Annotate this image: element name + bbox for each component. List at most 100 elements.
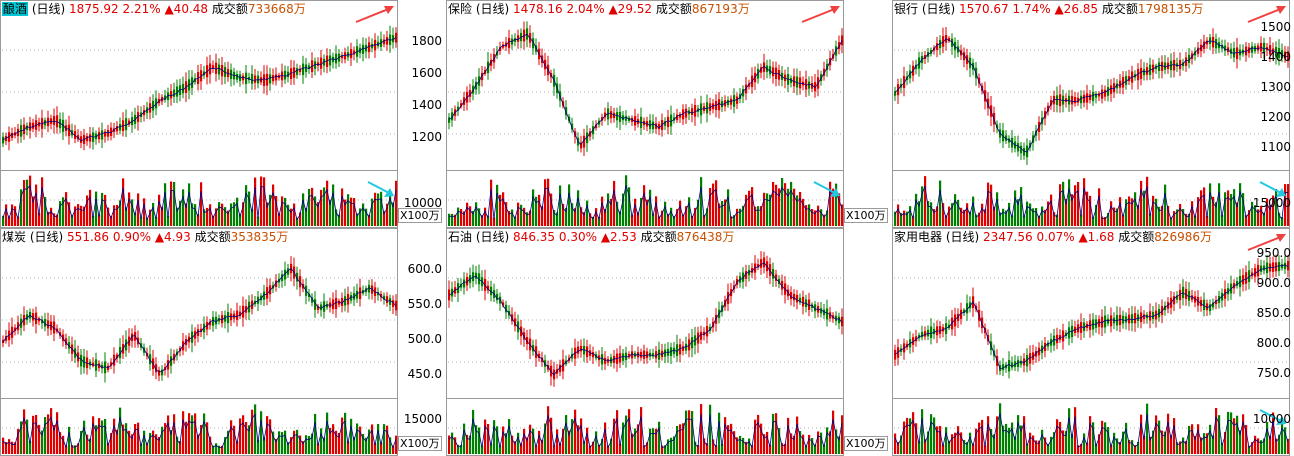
volume-bar bbox=[227, 430, 230, 454]
candle-body bbox=[1158, 62, 1161, 72]
volume-bar bbox=[284, 430, 287, 454]
volume-bar bbox=[140, 444, 143, 454]
volume-bar bbox=[652, 428, 655, 454]
volume-bar bbox=[1029, 203, 1032, 226]
volume-bar bbox=[1005, 210, 1008, 226]
volume-bar bbox=[179, 441, 182, 454]
candle-body bbox=[155, 98, 158, 109]
volume-bar bbox=[1074, 407, 1077, 454]
volume-bar bbox=[616, 410, 619, 454]
candle-body bbox=[1053, 335, 1056, 346]
volume-bar bbox=[314, 196, 317, 226]
price-axis-label: 550.0 bbox=[407, 297, 442, 311]
chart-panel-yinhang[interactable]: 银行 (日线) 1570.67 1.74% ▲26.85 成交额1798135万 bbox=[892, 0, 1294, 228]
volume-bar bbox=[921, 186, 924, 226]
candle-body bbox=[673, 347, 676, 354]
volume-bar bbox=[59, 201, 62, 226]
volume-bar bbox=[1077, 182, 1080, 226]
volume-bar bbox=[254, 404, 257, 454]
candle-body bbox=[1146, 67, 1149, 75]
volume-bar bbox=[17, 216, 20, 226]
candle-body bbox=[939, 326, 942, 334]
candle-body bbox=[661, 350, 664, 357]
volume-bar bbox=[1128, 440, 1131, 454]
volume-bar bbox=[287, 204, 290, 226]
volume-bar bbox=[29, 175, 32, 226]
candle-body bbox=[1008, 360, 1011, 372]
candle-body bbox=[1062, 330, 1065, 342]
volume-bar bbox=[32, 196, 35, 226]
candle-body bbox=[380, 293, 383, 298]
volume-bar bbox=[978, 212, 981, 226]
volume-bar bbox=[649, 189, 652, 226]
chart-panel-shiyou[interactable]: 石油 (日线) 846.35 0.30% ▲2.53 成交额876438万 bbox=[446, 228, 844, 456]
volume-bar bbox=[637, 212, 640, 226]
volume-bar bbox=[17, 428, 20, 454]
sector-name[interactable]: 家用电器 bbox=[894, 230, 943, 244]
volume-bar bbox=[62, 435, 65, 454]
candle-body bbox=[808, 81, 811, 89]
candle-body bbox=[924, 331, 927, 337]
volume-bar bbox=[700, 177, 703, 226]
volume-bar bbox=[487, 424, 490, 454]
volume-bar bbox=[1212, 196, 1215, 226]
candle-body bbox=[637, 352, 640, 358]
candle-body bbox=[1098, 93, 1101, 97]
volume-bar bbox=[1242, 193, 1245, 226]
volume-bar bbox=[1020, 187, 1023, 226]
volume-bar bbox=[350, 197, 353, 226]
volume-bar bbox=[730, 423, 733, 454]
sector-name[interactable]: 银行 bbox=[894, 2, 919, 16]
volume-bar bbox=[1137, 441, 1140, 454]
candle-body bbox=[326, 304, 329, 308]
candle-body bbox=[1179, 289, 1182, 301]
candle-body bbox=[679, 114, 682, 118]
candle-body bbox=[592, 352, 595, 358]
candle-body bbox=[957, 313, 960, 321]
volume-bar bbox=[981, 203, 984, 226]
volume-bar bbox=[1017, 199, 1020, 226]
volume-bar bbox=[257, 216, 260, 226]
volume-bar bbox=[1110, 444, 1113, 454]
volume-bar bbox=[83, 206, 86, 226]
volume-value: 1798135万 bbox=[1137, 2, 1204, 16]
candle-body bbox=[326, 55, 329, 68]
pct-change: 0.30% bbox=[558, 230, 597, 244]
volume-bar bbox=[1164, 431, 1167, 454]
volume-bar bbox=[802, 434, 805, 454]
volume-bar bbox=[808, 204, 811, 226]
volume-bar bbox=[338, 432, 341, 454]
volume-bar bbox=[712, 183, 715, 226]
volume-bar bbox=[233, 202, 236, 226]
volume-bar bbox=[763, 434, 766, 454]
sector-name[interactable]: 酿酒 bbox=[2, 2, 29, 16]
volume-bar bbox=[302, 193, 305, 226]
sector-name[interactable]: 煤炭 bbox=[2, 230, 27, 244]
candle-body bbox=[74, 131, 77, 139]
sector-name[interactable]: 保险 bbox=[448, 2, 473, 16]
volume-bar bbox=[793, 188, 796, 226]
chart-panel-jiadian[interactable]: 家用电器 (日线) 2347.56 0.07% ▲1.68 成交额826986万 bbox=[892, 228, 1294, 456]
volume-bar bbox=[1026, 443, 1029, 454]
chart-panel-jiu[interactable]: 酿酒 (日线) 1875.92 2.21% ▲40.48 成交额733668万 bbox=[0, 0, 398, 228]
volume-bar bbox=[191, 203, 194, 226]
candle-body bbox=[1110, 315, 1113, 327]
volume-bar bbox=[149, 432, 152, 454]
chart-panel-baoxian[interactable]: 保险 (日线) 1478.16 2.04% ▲29.52 成交额867193万 bbox=[446, 0, 844, 228]
candle-body bbox=[951, 38, 954, 47]
volume-bar bbox=[140, 216, 143, 226]
volume-bar bbox=[299, 212, 302, 226]
sector-name[interactable]: 石油 bbox=[448, 230, 473, 244]
volume-bar bbox=[826, 210, 829, 226]
volume-bar bbox=[933, 209, 936, 226]
candle-body bbox=[1116, 315, 1119, 326]
candle-body bbox=[218, 318, 221, 322]
volume-bar bbox=[637, 424, 640, 454]
candle-body bbox=[335, 297, 338, 310]
chart-panel-meitan[interactable]: 煤炭 (日线) 551.86 0.90% ▲4.93 成交额353835万 bbox=[0, 228, 398, 456]
candle-body bbox=[658, 123, 661, 130]
volume-bar bbox=[586, 427, 589, 454]
trend-arrow-down bbox=[367, 181, 392, 195]
volume-bar bbox=[601, 196, 604, 226]
volume-bar bbox=[203, 413, 206, 454]
